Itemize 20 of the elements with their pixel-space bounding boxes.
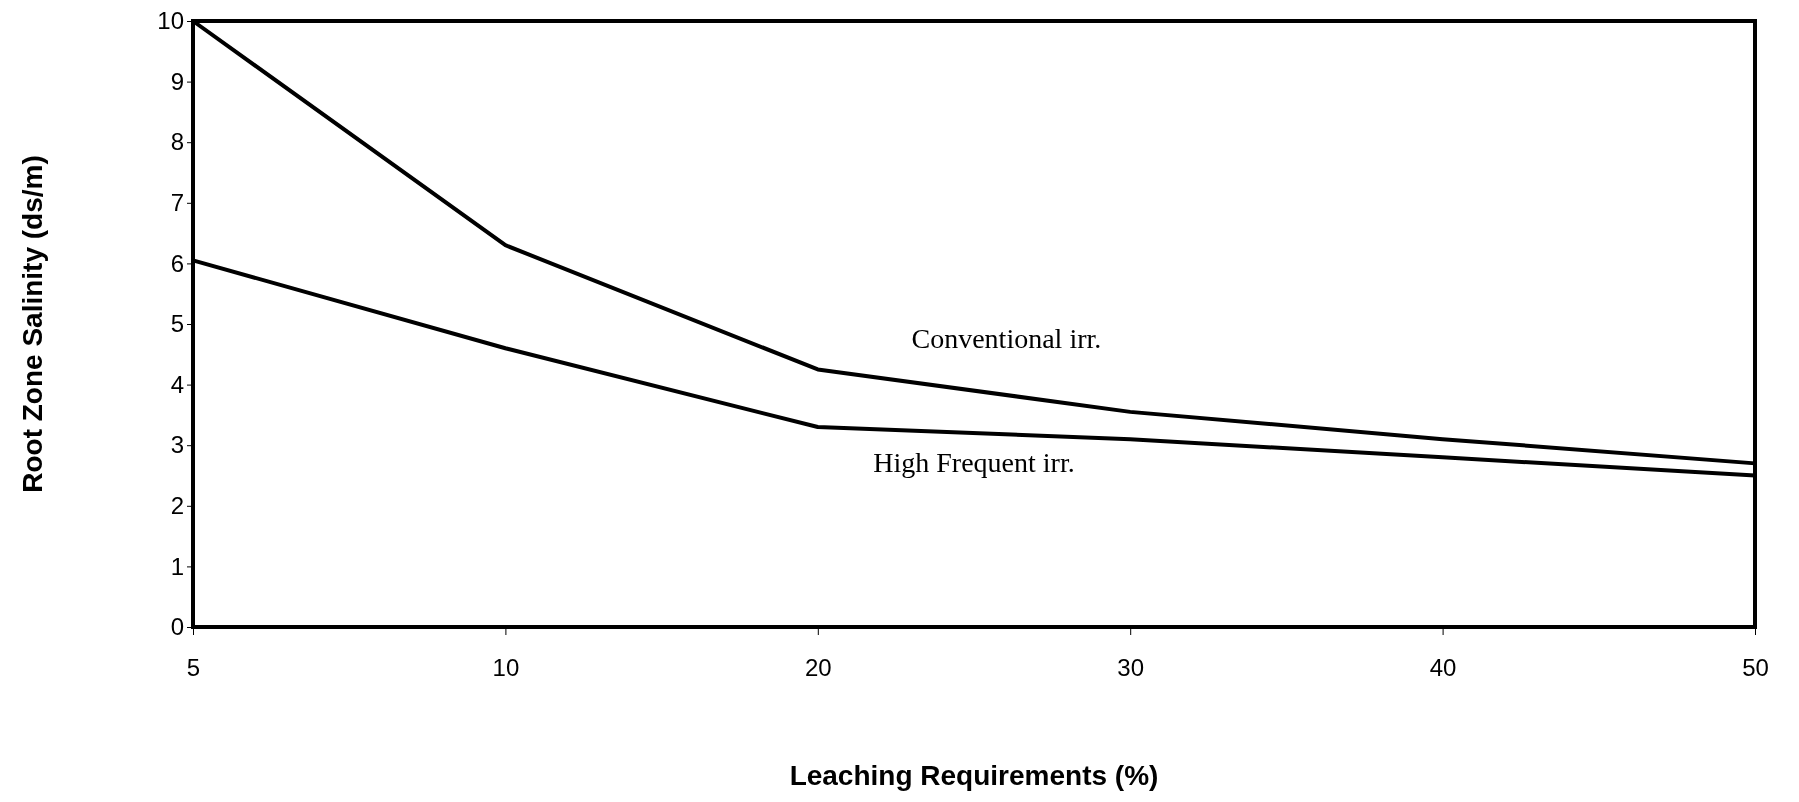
y-tick-label: 3 (170, 431, 184, 459)
y-tick-label: 1 (170, 552, 184, 580)
y-tick-label: 6 (170, 249, 184, 277)
x-tick-label: 10 (492, 654, 520, 682)
x-tick-label: 20 (804, 654, 832, 682)
y-tick-label: 10 (157, 7, 184, 35)
y-tick-label: 7 (170, 188, 184, 216)
y-axis-title: Root Zone Salinity (ds/m) (17, 155, 48, 493)
y-tick-label: 2 (170, 491, 184, 519)
series-label: High Frequent irr. (873, 447, 1075, 479)
y-tick-label: 9 (170, 67, 184, 95)
x-tick-label: 30 (1117, 654, 1145, 682)
series-label: Conventional irr. (911, 323, 1102, 355)
y-tick-label: 0 (170, 613, 184, 641)
x-tick-label: 50 (1742, 654, 1769, 682)
x-axis-title: Leaching Requirements (%) (789, 760, 1159, 791)
y-tick-label: 4 (170, 370, 184, 398)
x-tick-label: 40 (1429, 654, 1457, 682)
y-tick-label: 5 (170, 310, 184, 338)
y-tick-label: 8 (170, 128, 184, 156)
